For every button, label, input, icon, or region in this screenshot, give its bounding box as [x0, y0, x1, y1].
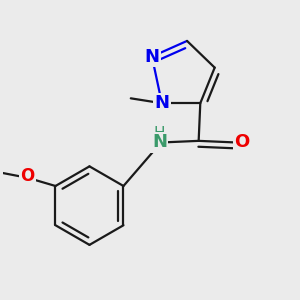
- Text: H: H: [154, 126, 165, 141]
- Text: N: N: [144, 47, 159, 65]
- Text: O: O: [20, 167, 35, 185]
- Text: N: N: [154, 94, 169, 112]
- Text: N: N: [152, 134, 167, 152]
- Text: O: O: [235, 134, 250, 152]
